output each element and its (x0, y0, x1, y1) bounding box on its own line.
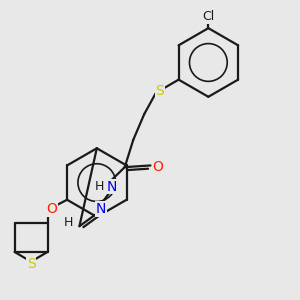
Text: N: N (95, 202, 106, 216)
Text: N: N (107, 179, 117, 194)
Text: S: S (27, 257, 35, 271)
Text: O: O (46, 202, 57, 216)
Text: Cl: Cl (202, 10, 214, 23)
Text: S: S (155, 84, 164, 98)
Text: H: H (94, 180, 104, 193)
Text: O: O (153, 160, 164, 174)
Text: H: H (63, 216, 73, 229)
